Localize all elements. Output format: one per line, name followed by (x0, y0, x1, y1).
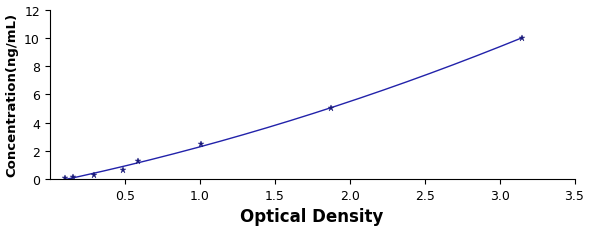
X-axis label: Optical Density: Optical Density (240, 207, 384, 225)
Y-axis label: Concentration(ng/mL): Concentration(ng/mL) (5, 13, 18, 177)
